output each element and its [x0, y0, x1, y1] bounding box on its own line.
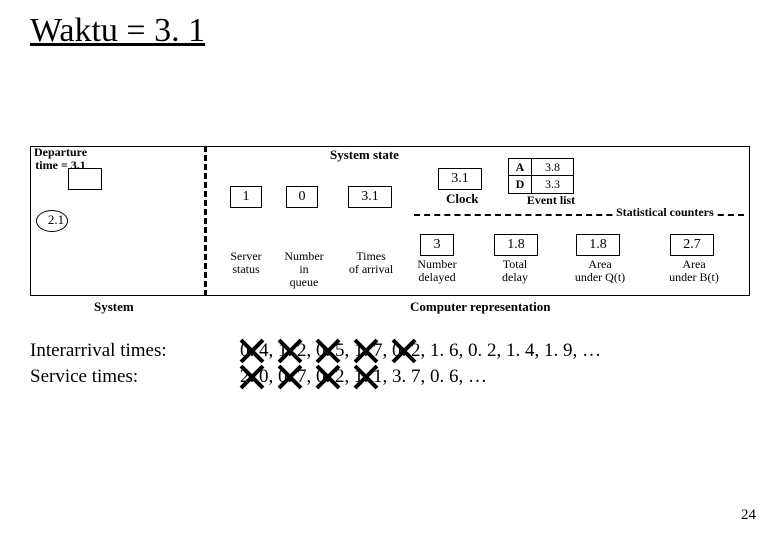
departure-value: 2.1: [41, 213, 71, 227]
system-state-label: System state: [330, 148, 399, 162]
times-block: Interarrival times: 0. 4, 1. 2, 0. 5, 1.…: [30, 338, 601, 390]
service-values-text: 2. 0, 0. 7, 0. 2, 1. 1, 3. 7, 0. 6, …: [240, 366, 487, 387]
event-a-value: 3.8: [532, 158, 574, 176]
server-status-label: Server status: [222, 250, 270, 276]
interarrival-values-text: 0. 4, 1. 2, 0. 5, 1. 7, 0. 2, 1. 6, 0. 2…: [240, 340, 601, 361]
service-values: 2. 0, 0. 7, 0. 2, 1. 1, 3. 7, 0. 6, …: [240, 366, 487, 388]
page-title: Waktu = 3. 1: [30, 12, 205, 50]
interarrival-row: Interarrival times: 0. 4, 1. 2, 0. 5, 1.…: [30, 338, 601, 364]
system-footer-label: System: [94, 300, 134, 314]
departure-empty-box: [68, 168, 102, 190]
event-row-a: A 3.8: [508, 158, 604, 176]
service-row: Service times: 2. 0, 0. 7, 0. 2, 1. 1, 3…: [30, 364, 601, 390]
event-d-value: 3.3: [532, 176, 574, 194]
interarrival-label: Interarrival times:: [30, 340, 240, 362]
clock-label: Clock: [446, 192, 479, 206]
queue-count-box: 0: [286, 186, 318, 208]
interarrival-values: 0. 4, 1. 2, 0. 5, 1. 7, 0. 2, 1. 6, 0. 2…: [240, 340, 601, 362]
area-q-box: 1.8: [576, 234, 620, 256]
area-b-box: 2.7: [670, 234, 714, 256]
page-number: 24: [741, 507, 756, 524]
num-delayed-label: Number delayed: [410, 258, 464, 284]
simulation-diagram: Departure time = 3.1 2.1 System state 1 …: [30, 110, 750, 310]
area-q-label: Area under Q(t): [564, 258, 636, 284]
event-row-d: D 3.3: [508, 176, 604, 194]
service-label: Service times:: [30, 366, 240, 388]
server-status-box: 1: [230, 186, 262, 208]
event-a-label: A: [508, 158, 532, 176]
event-list-label: Event list: [516, 194, 586, 207]
clock-box: 3.1: [438, 168, 482, 190]
event-list: A 3.8 D 3.3: [508, 158, 604, 194]
num-delayed-box: 3: [420, 234, 454, 256]
area-b-label: Area under B(t): [658, 258, 730, 284]
system-divider: [204, 146, 207, 296]
stat-counters-label: Statistical counters: [614, 206, 716, 219]
queue-count-label: Number in queue: [278, 250, 330, 290]
arrival-time-box: 3.1: [348, 186, 392, 208]
computer-rep-footer-label: Computer representation: [410, 300, 550, 314]
event-d-label: D: [508, 176, 532, 194]
total-delay-label: Total delay: [490, 258, 540, 284]
arrival-time-label: Times of arrival: [340, 250, 402, 276]
total-delay-box: 1.8: [494, 234, 538, 256]
